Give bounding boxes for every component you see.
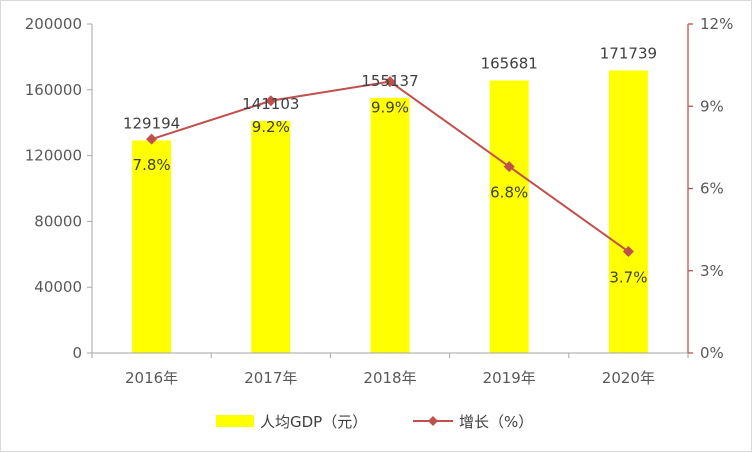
left-tick-label: 120000 (25, 147, 82, 165)
growth-value-label: 3.7% (609, 269, 647, 287)
bar-value-label: 141103 (242, 95, 299, 113)
growth-marker-2016年 (146, 133, 158, 145)
right-tick-label: 6% (700, 180, 724, 198)
growth-value-label: 9.2% (252, 118, 290, 136)
growth-value-label: 7.8% (133, 156, 171, 174)
left-tick-label: 80000 (34, 212, 82, 230)
legend: 人均GDP（元） 增长（%） (216, 413, 533, 431)
left-tick-label: 40000 (34, 278, 82, 296)
left-tick-label: 160000 (25, 81, 82, 99)
bar-value-label: 171739 (600, 44, 657, 62)
x-tick-label: 2019年 (483, 369, 536, 387)
bar-value-label: 129194 (123, 114, 180, 132)
right-tick-label: 12% (700, 15, 733, 33)
bar-2016年 (132, 140, 172, 353)
legend-bar-label: 人均GDP（元） (260, 413, 367, 431)
bars-layer (132, 70, 648, 354)
bar-value-label: 155137 (361, 72, 418, 90)
legend-line-marker (428, 416, 438, 426)
x-tick-label: 2020年 (602, 369, 655, 387)
growth-marker-2019年 (503, 161, 515, 173)
x-tick-label: 2017年 (244, 369, 297, 387)
bar-2018年 (370, 97, 410, 353)
bar-2020年 (608, 70, 648, 353)
line-layer (146, 76, 634, 258)
growth-marker-2017年 (265, 95, 277, 107)
left-tick-label: 200000 (25, 15, 82, 33)
right-tick-label: 0% (700, 344, 724, 362)
legend-bar-swatch (216, 415, 254, 427)
growth-marker-2018年 (384, 76, 396, 88)
left-tick-label: 0 (72, 344, 82, 362)
growth-value-label: 6.8% (490, 184, 528, 202)
growth-value-label: 9.9% (371, 99, 409, 117)
x-tick-label: 2016年 (125, 369, 178, 387)
axes-layer: 0 40000 80000 120000 160000 200000 0% 3% 6% 9% 12%… (25, 15, 734, 387)
labels-layer: 129194 141103 155137 165681 171739 7.8% 9.2% 9.… (123, 44, 657, 286)
growth-marker-2020年 (622, 246, 634, 258)
bar-2017年 (251, 120, 291, 354)
right-tick-label: 9% (700, 97, 724, 115)
right-tick-label: 3% (700, 262, 724, 280)
x-tick-label: 2018年 (363, 369, 416, 387)
bar-2019年 (489, 80, 529, 353)
legend-line-label: 增长（%） (459, 413, 533, 431)
bar-value-label: 165681 (481, 54, 538, 72)
